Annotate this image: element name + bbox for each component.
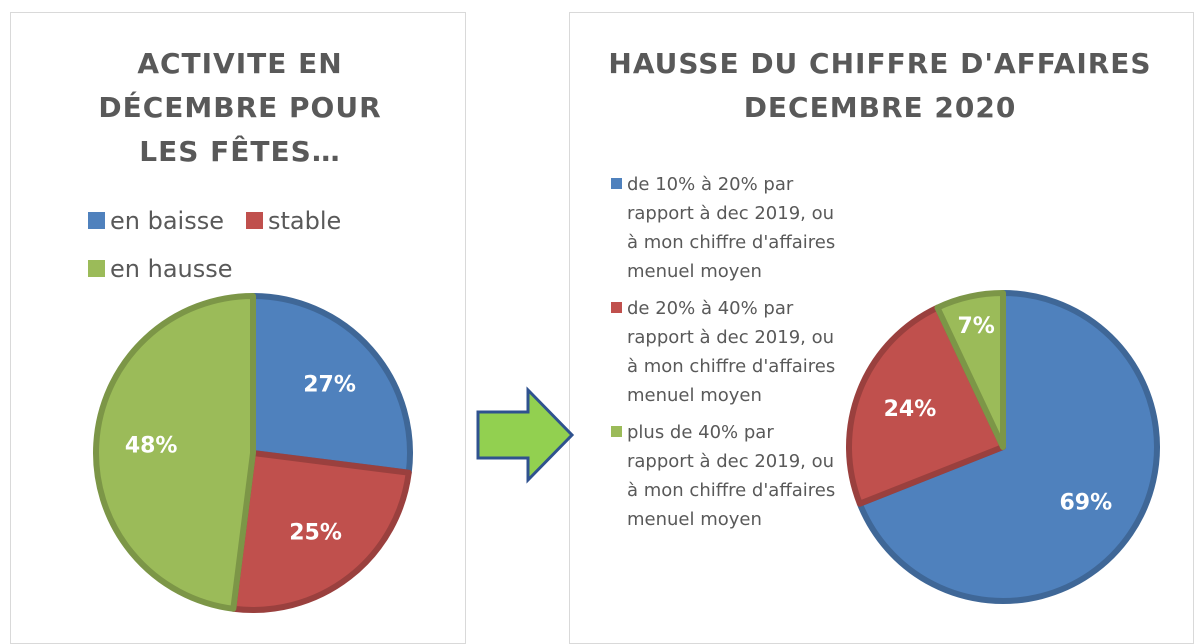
legend: en baisse stable en hausse <box>88 197 398 293</box>
data-label: 27% <box>303 373 356 398</box>
pie-slice <box>856 290 1160 604</box>
legend-label: stable <box>268 207 342 235</box>
legend-item: stable <box>246 197 341 245</box>
legend-item: de 20% à 40% par rapport à dec 2019, ou … <box>611 294 841 410</box>
legend-swatch <box>611 302 622 313</box>
legend-swatch <box>611 178 622 189</box>
legend-item: en baisse <box>88 197 224 245</box>
legend-label: en hausse <box>110 255 233 283</box>
pie-slice <box>250 293 413 476</box>
legend-label: plus de 40% par rapport à dec 2019, ou à… <box>627 422 836 530</box>
pie-slice <box>230 450 412 613</box>
chart-title: HAUSSE DU CHIFFRE D'AFFAIRES DECEMBRE 20… <box>608 47 1152 124</box>
data-label: 48% <box>125 434 178 459</box>
legend-swatch <box>246 212 263 229</box>
legend-label: en baisse <box>110 207 224 235</box>
chart-title: ACTIVITE EN DÉCEMBRE POUR LES FÊTES… <box>98 47 382 168</box>
legend-item: de 10% à 20% par rapport à dec 2019, ou … <box>611 170 841 286</box>
data-label: 24% <box>884 397 937 422</box>
data-label: 25% <box>289 521 342 546</box>
legend-swatch <box>88 260 105 277</box>
pie-slice <box>93 293 256 612</box>
pie-slice <box>934 290 1006 450</box>
legend-label: de 10% à 20% par rapport à dec 2019, ou … <box>627 174 836 282</box>
arrow <box>476 386 575 484</box>
data-label: 7% <box>957 314 994 339</box>
data-label: 69% <box>1059 490 1112 515</box>
legend-item: plus de 40% par rapport à dec 2019, ou à… <box>611 418 841 534</box>
pie-slice <box>846 304 1006 507</box>
legend-label: de 20% à 40% par rapport à dec 2019, ou … <box>627 298 836 406</box>
legend-item: en hausse <box>88 245 233 293</box>
legend: de 10% à 20% par rapport à dec 2019, ou … <box>611 170 841 542</box>
legend-swatch <box>611 426 622 437</box>
legend-swatch <box>88 212 105 229</box>
